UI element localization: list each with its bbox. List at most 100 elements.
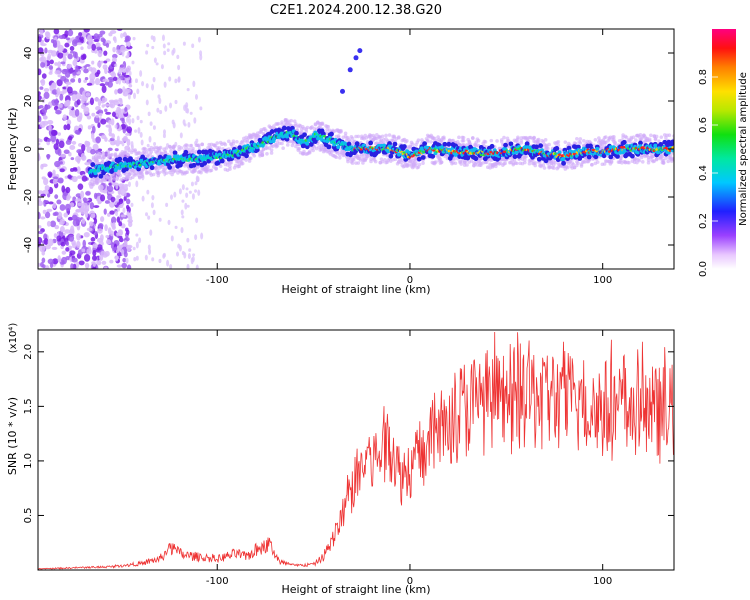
spectrogram-noise-point bbox=[125, 245, 132, 252]
spectrogram-noise-point bbox=[185, 192, 189, 198]
spectrogram-noise-point bbox=[174, 225, 178, 230]
spectrogram-halo-point bbox=[320, 121, 325, 126]
spectrogram-halo-point bbox=[541, 163, 546, 167]
spectrogram-ridge-point bbox=[670, 139, 674, 145]
spectrogram-noise-point bbox=[94, 72, 100, 78]
spectrogram-halo-point bbox=[155, 151, 159, 155]
spectrogram-halo-point bbox=[432, 136, 437, 141]
spectrogram-halo-point bbox=[439, 160, 444, 164]
spectrogram-ridge-point bbox=[524, 141, 530, 147]
spectrogram-ridge-peak bbox=[312, 135, 316, 138]
spectrogram-noise-point bbox=[61, 250, 67, 255]
spectrogram-noise-point bbox=[76, 99, 81, 106]
spectrogram-x-axis-label: Height of straight line (km) bbox=[281, 283, 430, 296]
spectrogram-ridge-point bbox=[419, 146, 424, 151]
spectrogram-noise-point bbox=[38, 236, 43, 244]
spectrogram-noise-point bbox=[121, 141, 125, 147]
spectrogram-noise-point bbox=[44, 104, 51, 110]
spectrogram-noise-point bbox=[66, 64, 72, 69]
spectrogram-ridge-peak bbox=[668, 149, 672, 152]
spectrogram-noise-point bbox=[109, 259, 114, 264]
spectrogram-halo-point bbox=[457, 135, 461, 140]
spectrogram-ridge-point bbox=[219, 158, 225, 164]
spectrogram-noise-point bbox=[195, 138, 199, 143]
spectrogram-halo-point bbox=[260, 152, 265, 157]
spectrogram-halo-point bbox=[453, 161, 458, 166]
spectrogram-x-tick-label: 100 bbox=[593, 275, 612, 286]
spectrogram-halo-point bbox=[228, 164, 232, 169]
spectrogram-ridge-point bbox=[595, 146, 600, 151]
spectrogram-halo-point bbox=[654, 134, 659, 139]
spectrogram-noise-point bbox=[132, 246, 136, 251]
spectrogram-halo-point bbox=[546, 146, 550, 151]
spectrogram-noise-point bbox=[80, 152, 86, 160]
spectrogram-noise-point bbox=[170, 235, 174, 242]
spectrogram-noise-point bbox=[43, 238, 49, 245]
spectrogram-halo-point bbox=[128, 171, 133, 176]
spectrogram-noise-point bbox=[139, 70, 143, 77]
spectrogram-noise-point bbox=[120, 123, 126, 130]
spectrogram-ridge-point bbox=[401, 144, 407, 149]
spectrogram-noise-point bbox=[63, 149, 70, 155]
spectrogram-noise-point bbox=[120, 214, 127, 218]
spectrogram-noise-point bbox=[186, 88, 190, 92]
spectrogram-noise-point bbox=[38, 138, 42, 143]
spectrogram-noise-point bbox=[174, 99, 178, 105]
spectrogram-halo-point bbox=[519, 138, 524, 143]
spectrogram-noise-point bbox=[113, 38, 117, 44]
spectrogram-noise-point bbox=[161, 34, 165, 42]
spectrogram-halo-point bbox=[489, 138, 494, 143]
spectrogram-halo-point bbox=[593, 137, 598, 142]
spectrogram-noise-point bbox=[153, 57, 157, 64]
spectrogram-noise-point bbox=[83, 68, 89, 74]
spectrogram-noise-point bbox=[47, 119, 54, 125]
spectrogram-ridge-point bbox=[638, 140, 643, 146]
spectrogram-halo-point bbox=[547, 142, 551, 147]
spectrogram-noise-point bbox=[183, 252, 187, 259]
spectrogram-halo-point bbox=[575, 136, 579, 141]
spectrogram-noise-point bbox=[53, 29, 60, 35]
spectrogram-noise-point bbox=[163, 81, 167, 88]
spectrogram-halo-point bbox=[659, 135, 664, 139]
spectrogram-noise-point bbox=[181, 184, 185, 191]
spectrogram-halo-point bbox=[275, 144, 280, 148]
spectrogram-noise-point bbox=[118, 77, 122, 85]
spectrogram-noise-point bbox=[97, 49, 103, 58]
spectrogram-noise-point bbox=[123, 74, 130, 78]
spectrogram-noise-point bbox=[69, 250, 76, 256]
spectrogram-halo-point bbox=[425, 139, 430, 144]
spectrogram-noise-point bbox=[172, 47, 176, 54]
snr-y-multiplier: (x10⁴) bbox=[8, 323, 19, 354]
spectrogram-noise-point bbox=[111, 216, 117, 224]
spectrogram-noise-point bbox=[133, 92, 137, 100]
spectrogram-halo-point bbox=[499, 139, 504, 144]
spectrogram-noise-point bbox=[38, 225, 42, 229]
spectrogram-noise-point bbox=[57, 74, 63, 78]
spectrogram-halo-point bbox=[523, 157, 527, 162]
spectrogram-noise-point bbox=[115, 249, 119, 254]
spectrogram-noise-point bbox=[174, 78, 178, 84]
spectrogram-noise-point bbox=[184, 105, 188, 109]
spectrogram-ridge-peak bbox=[138, 163, 142, 167]
spectrogram-noise-point bbox=[50, 129, 58, 137]
spectrogram-halo-point bbox=[280, 141, 284, 146]
spectrogram-ridge-point bbox=[557, 150, 562, 155]
spectrogram-noise-point bbox=[166, 48, 170, 53]
spectrogram-halo-point bbox=[206, 164, 210, 169]
spectrogram-noise-point bbox=[100, 118, 107, 125]
spectrogram-noise-point bbox=[85, 191, 91, 196]
spectrogram-halo-point bbox=[305, 125, 310, 130]
spectrogram-ridge-point bbox=[621, 139, 627, 145]
spectrogram-ridge-point bbox=[269, 129, 275, 134]
spectrogram-noise-point bbox=[104, 224, 108, 232]
spectrogram-halo-point bbox=[514, 161, 519, 166]
spectrogram-noise-point bbox=[194, 94, 198, 100]
spectrogram-noise-point bbox=[126, 211, 130, 215]
spectrogram-noise-point bbox=[105, 42, 110, 48]
snr-x-tick-label: -100 bbox=[206, 576, 229, 587]
spectrogram-noise-point bbox=[38, 47, 44, 54]
spectrogram-halo-point bbox=[185, 143, 189, 148]
spectrogram-noise-point bbox=[97, 99, 102, 107]
spectrogram-noise-point bbox=[54, 224, 60, 230]
spectrogram-noise-point bbox=[65, 247, 70, 252]
